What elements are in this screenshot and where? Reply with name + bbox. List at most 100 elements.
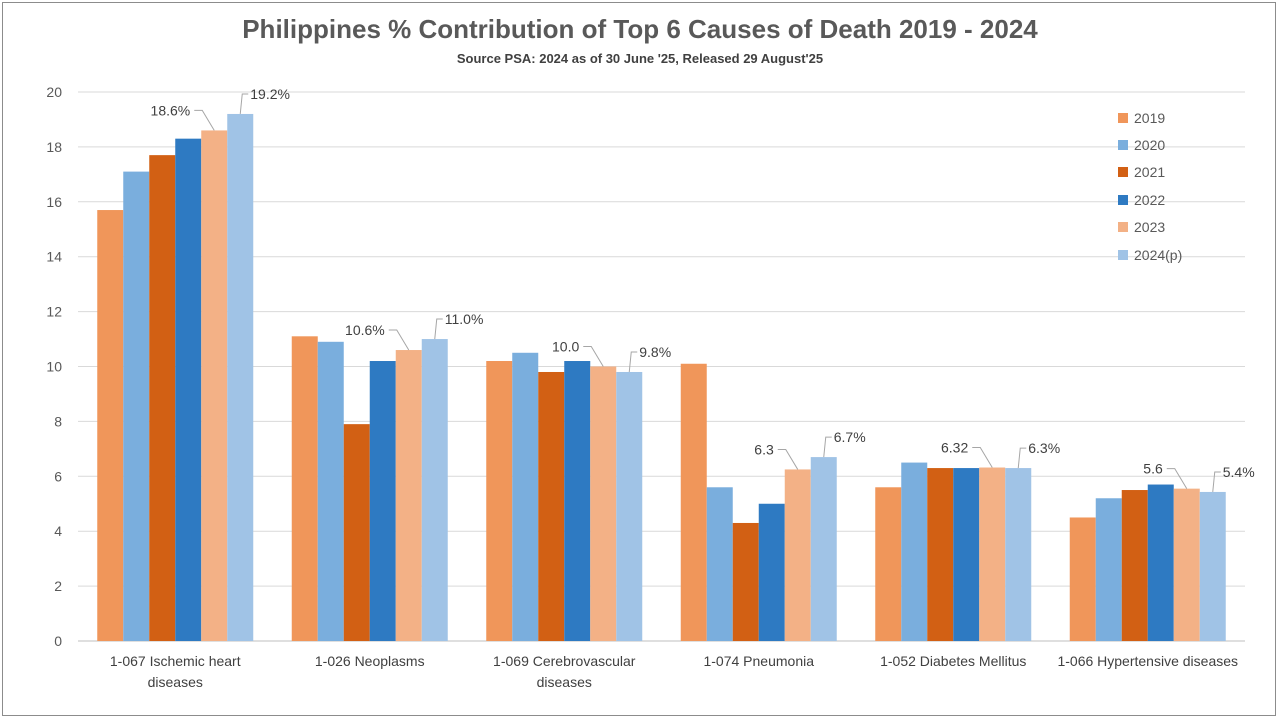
leader-line [194,109,215,131]
legend-label: 2020 [1134,137,1166,154]
legend: 2019 2020 2021 2022 2023 2024(p) [1118,104,1182,268]
leader-line [583,346,604,367]
bar-2019-3 [680,363,707,641]
bar-2021-0 [149,155,176,641]
bar-2019-0 [97,210,124,641]
data-label: 9.8% [639,344,671,360]
bar-2021-2 [538,371,565,641]
data-label: 5.4% [1223,464,1255,480]
bar-2022-3 [758,503,785,641]
data-label: 10.6% [345,322,385,338]
legend-item: 2020 [1118,131,1182,158]
leader-line [388,329,410,351]
bar-2021-4 [927,468,954,641]
y-tick-label: 16 [46,194,62,210]
leader-line [1166,468,1188,489]
data-label: 5.6 [1143,461,1163,477]
x-category-label: 1-026 Neoplasms [315,653,425,669]
bar-2023-2 [590,366,617,641]
bar-2021-5 [1121,490,1148,641]
y-tick-label: 4 [54,523,62,539]
leader-line [1212,471,1221,492]
bar-2024p-2 [616,371,643,641]
leader-line [239,93,249,115]
bar-2024p-1 [421,339,448,641]
legend-item: 2022 [1118,186,1182,213]
bar-2020-2 [512,352,539,641]
x-category-label: diseases [148,674,203,690]
y-tick-label: 14 [46,249,62,265]
bar-2020-0 [123,171,150,642]
bar-2019-5 [1069,517,1096,641]
x-category-label: diseases [537,674,592,690]
bar-2023-0 [201,130,228,641]
data-label: 6.7% [834,429,866,445]
legend-label: 2021 [1134,164,1166,181]
bar-2023-5 [1173,488,1200,641]
y-tick-label: 18 [46,139,62,155]
data-label: 6.3% [1028,440,1060,456]
x-category-label: 1-067 Ischemic heart [110,653,241,669]
y-tick-label: 10 [46,359,62,375]
chart-subtitle: Source PSA: 2024 as of 30 June '25, Rele… [456,51,824,66]
leader-line [1017,447,1027,469]
legend-item: 2023 [1118,214,1182,241]
legend-item: 2024(p) [1118,241,1182,268]
y-tick-label: 20 [46,84,62,100]
bar-2020-4 [901,462,928,641]
legend-label: 2022 [1134,191,1166,208]
legend-item: 2019 [1118,104,1182,131]
data-label: 10.0 [552,339,579,355]
legend-swatch [1118,140,1128,151]
legend-swatch [1118,112,1128,123]
bar-2019-1 [291,336,318,641]
data-label: 19.2% [250,86,290,102]
bar-2024p-5 [1199,491,1226,641]
bar-2023-3 [784,469,811,641]
bar-2022-5 [1147,484,1174,641]
bar-2021-1 [343,424,370,641]
data-label: 6.32 [941,440,968,456]
legend-label: 2019 [1134,109,1166,126]
data-label: 18.6% [151,102,191,118]
legend-label: 2024(p) [1134,246,1183,263]
y-tick-label: 12 [46,304,62,320]
bar-2022-1 [369,361,396,641]
bar-2020-5 [1095,498,1122,641]
bar-2021-3 [732,522,759,641]
y-tick-label: 6 [54,468,62,484]
bar-2019-2 [486,361,513,641]
data-label: 11.0% [445,311,484,327]
legend-swatch [1118,222,1128,233]
y-tick-label: 2 [54,578,62,594]
bar-2024p-4 [1005,468,1032,641]
legend-label: 2023 [1134,219,1166,236]
leader-line [972,447,993,468]
bar-2020-3 [706,487,733,641]
bar-2022-4 [953,468,980,641]
leader-line [777,448,799,470]
legend-item: 2021 [1118,159,1182,186]
bar-2019-4 [875,487,902,641]
y-tick-label: 8 [54,413,62,429]
bar-2022-0 [175,138,202,642]
legend-swatch [1118,249,1128,260]
x-category-label: 1-074 Pneumonia [703,653,814,669]
leader-line [628,351,638,373]
y-tick-label: 0 [54,633,62,649]
chart-title: Philippines % Contribution of Top 6 Caus… [242,14,1038,44]
bar-2022-2 [564,361,591,641]
x-category-label: 1-066 Hypertensive diseases [1057,653,1238,669]
x-category-label: 1-069 Cerebrovascular [493,653,636,669]
x-category-label: 1-052 Diabetes Mellitus [880,653,1026,669]
bar-2023-1 [395,350,422,641]
data-label: 6.3 [754,441,774,457]
bar-2024p-0 [227,113,254,641]
bar-2023-4 [979,467,1006,641]
bar-2024p-3 [810,457,837,641]
bar-2020-1 [317,341,344,641]
leader-line [823,436,832,458]
legend-swatch [1118,194,1128,205]
